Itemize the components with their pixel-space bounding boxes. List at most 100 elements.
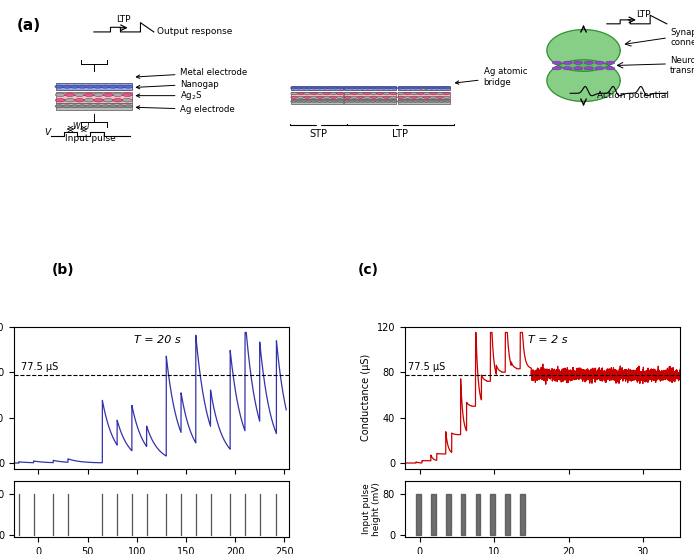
Circle shape — [403, 87, 409, 89]
Circle shape — [62, 105, 71, 108]
Circle shape — [317, 93, 323, 95]
Bar — [398, 99, 450, 104]
Circle shape — [103, 99, 113, 102]
Polygon shape — [575, 61, 591, 70]
Circle shape — [359, 100, 366, 102]
Text: Action potential: Action potential — [598, 91, 670, 100]
Circle shape — [417, 93, 424, 95]
Text: T = 2 s: T = 2 s — [528, 335, 568, 345]
Bar — [398, 91, 450, 99]
Circle shape — [301, 87, 307, 89]
Circle shape — [383, 96, 390, 99]
Circle shape — [380, 87, 387, 89]
Circle shape — [327, 100, 333, 102]
Circle shape — [349, 100, 355, 102]
Circle shape — [364, 96, 371, 99]
Circle shape — [370, 100, 376, 102]
Circle shape — [375, 87, 381, 89]
Circle shape — [584, 66, 593, 70]
Circle shape — [301, 100, 307, 102]
Bar — [344, 86, 396, 90]
Text: Synaptic
connection: Synaptic connection — [670, 28, 694, 48]
Circle shape — [443, 93, 450, 95]
Circle shape — [428, 87, 434, 89]
Circle shape — [380, 100, 387, 102]
Text: Input pulse: Input pulse — [65, 134, 116, 143]
Text: (c): (c) — [357, 263, 378, 277]
Circle shape — [332, 87, 339, 89]
Text: 77.5 μS: 77.5 μS — [21, 362, 58, 372]
Bar — [291, 91, 343, 99]
Circle shape — [310, 93, 317, 95]
Circle shape — [85, 85, 94, 88]
Circle shape — [391, 87, 397, 89]
Text: T = 20 s: T = 20 s — [134, 335, 180, 345]
Circle shape — [316, 100, 323, 102]
Circle shape — [304, 93, 311, 95]
Circle shape — [403, 100, 408, 102]
Circle shape — [112, 93, 123, 96]
Circle shape — [417, 96, 424, 99]
Circle shape — [439, 87, 445, 89]
Text: (b): (b) — [52, 263, 75, 277]
Text: LTP: LTP — [117, 14, 131, 23]
Circle shape — [296, 100, 302, 102]
Circle shape — [386, 100, 391, 102]
Circle shape — [407, 100, 414, 102]
Text: Ag electrode: Ag electrode — [136, 105, 235, 114]
Bar — [291, 99, 343, 104]
Circle shape — [93, 105, 102, 108]
Text: Neuro-
transmitter: Neuro- transmitter — [670, 56, 694, 75]
Circle shape — [552, 61, 561, 64]
Circle shape — [103, 93, 113, 96]
Circle shape — [55, 105, 64, 108]
Bar — [56, 83, 132, 90]
Text: $T$: $T$ — [85, 120, 92, 131]
Text: $V$: $V$ — [44, 126, 53, 136]
Circle shape — [584, 61, 593, 64]
Circle shape — [78, 105, 87, 108]
Circle shape — [93, 85, 102, 88]
Circle shape — [124, 105, 133, 108]
Circle shape — [364, 87, 371, 89]
Circle shape — [355, 100, 360, 102]
Circle shape — [70, 105, 79, 108]
Circle shape — [383, 93, 390, 95]
Bar — [56, 92, 132, 103]
Text: $W$: $W$ — [72, 120, 82, 131]
Circle shape — [124, 85, 133, 88]
Circle shape — [605, 61, 615, 64]
Y-axis label: Conductance (μS): Conductance (μS) — [361, 354, 371, 442]
Circle shape — [595, 66, 604, 70]
Bar — [56, 103, 132, 110]
Circle shape — [322, 100, 328, 102]
Circle shape — [410, 96, 417, 99]
Circle shape — [312, 87, 317, 89]
Circle shape — [304, 96, 311, 99]
Circle shape — [323, 96, 330, 99]
Circle shape — [357, 93, 364, 95]
Bar — [291, 86, 343, 90]
Circle shape — [365, 100, 371, 102]
Circle shape — [78, 85, 87, 88]
Circle shape — [291, 100, 296, 102]
Text: Output response: Output response — [157, 28, 232, 37]
Text: LTP: LTP — [636, 10, 651, 19]
Circle shape — [563, 66, 572, 70]
Circle shape — [337, 100, 344, 102]
Circle shape — [404, 96, 411, 99]
Circle shape — [85, 105, 94, 108]
Circle shape — [563, 61, 572, 64]
Circle shape — [420, 89, 425, 91]
Text: 77.5 μS: 77.5 μS — [408, 362, 445, 372]
Circle shape — [306, 87, 312, 89]
Circle shape — [297, 93, 304, 95]
Circle shape — [344, 96, 351, 99]
Circle shape — [56, 93, 65, 96]
Circle shape — [291, 93, 298, 95]
Circle shape — [370, 93, 377, 95]
Circle shape — [296, 87, 302, 89]
Text: STP: STP — [310, 129, 328, 138]
Circle shape — [437, 93, 443, 95]
Circle shape — [422, 89, 427, 90]
